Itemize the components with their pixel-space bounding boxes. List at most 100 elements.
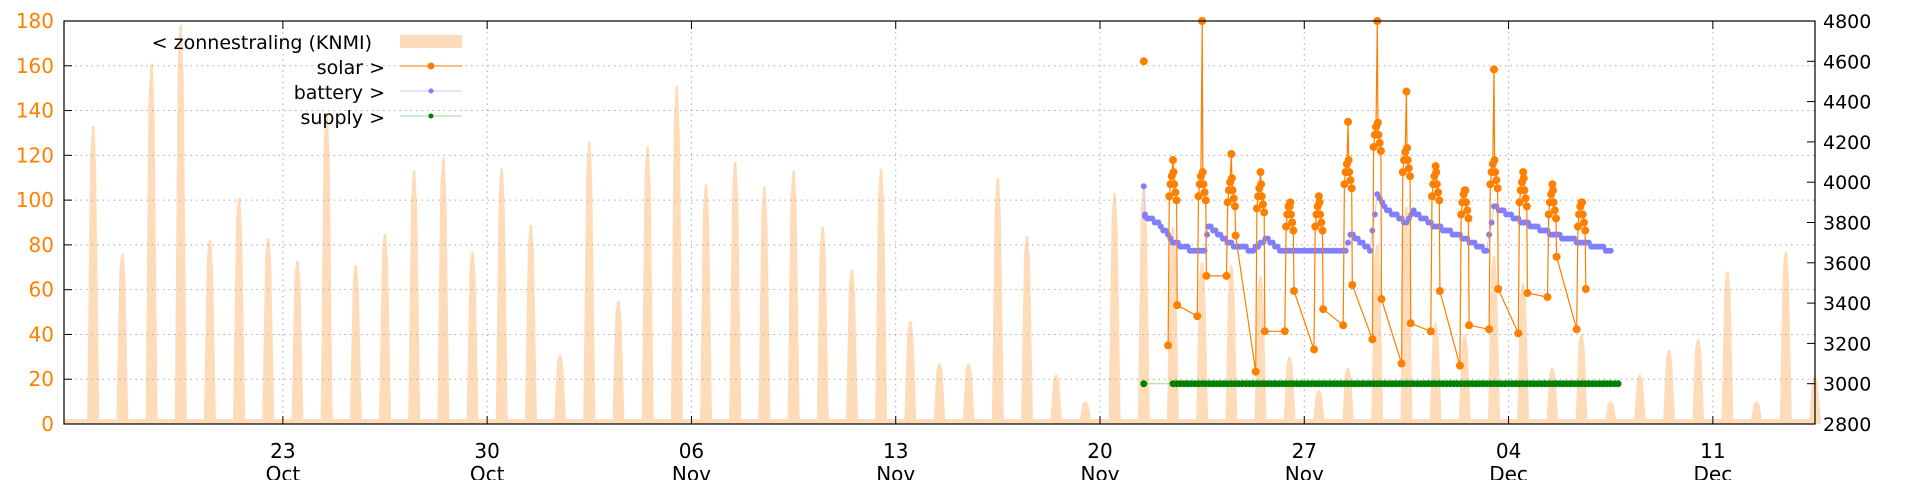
- solar-point: [1193, 312, 1202, 321]
- sunshine-baseline: [64, 419, 1815, 424]
- solar-point: [1514, 329, 1523, 338]
- sunshine-day-peak: [991, 177, 1004, 424]
- solar-point: [1515, 198, 1524, 207]
- sunshine-day-peak: [291, 260, 304, 424]
- sunshine-day-peak: [1692, 338, 1705, 424]
- solar-point: [1369, 142, 1378, 151]
- solar-point: [1457, 210, 1466, 219]
- solar-point: [1223, 198, 1232, 207]
- sunshine-day-peak: [1750, 401, 1763, 424]
- y-right-tick-label: 4400: [1823, 92, 1871, 114]
- x-tick-label-month: Nov: [672, 462, 711, 480]
- solar-point: [1231, 231, 1240, 240]
- solar-point: [1397, 359, 1406, 368]
- sunshine-day-peak: [933, 363, 946, 424]
- x-tick-label-day: 30: [474, 439, 499, 463]
- solar-point: [1368, 335, 1377, 344]
- solar-point: [1164, 341, 1173, 350]
- solar-point: [1404, 164, 1413, 173]
- sunshine-day-peak: [437, 157, 450, 424]
- x-tick-label-day: 11: [1700, 439, 1725, 463]
- y-left-tick-label: 60: [29, 278, 54, 302]
- battery-point: [1486, 231, 1493, 238]
- sunshine-day-peak: [1779, 251, 1792, 424]
- solar-point: [1340, 180, 1349, 189]
- solar-point: [1202, 271, 1211, 280]
- solar-point: [1228, 186, 1237, 195]
- solar-point: [1339, 321, 1348, 330]
- solar-point: [1289, 287, 1298, 296]
- sunshine-day-peak: [904, 321, 917, 424]
- battery-point: [1140, 183, 1147, 190]
- solar-point: [1170, 180, 1179, 189]
- solar-point: [1227, 174, 1236, 183]
- legend-label-battery: battery >: [294, 82, 385, 104]
- legend-label-zonnestraling: < zonnestraling (KNMI): [152, 32, 372, 54]
- solar-point: [1434, 188, 1443, 197]
- solar-point: [1344, 156, 1353, 165]
- sunshine-day-peak: [1283, 356, 1296, 424]
- solar-point: [1522, 202, 1531, 211]
- solar-point: [1288, 218, 1297, 227]
- sunshine-day-peak: [378, 233, 392, 424]
- legend-marker-supply: [428, 113, 434, 119]
- solar-point: [1578, 210, 1587, 219]
- solar-point: [1462, 198, 1471, 207]
- y-left-tick-label: 120: [16, 143, 54, 167]
- solar-point: [1403, 156, 1412, 165]
- solar-point: [1376, 146, 1385, 155]
- solar-point: [1315, 198, 1324, 207]
- solar-point: [1198, 168, 1207, 177]
- sunshine-day-peak: [203, 240, 216, 424]
- solar-point: [1461, 186, 1470, 195]
- sunshine-day-peak: [612, 300, 625, 424]
- solar-point: [1490, 156, 1499, 165]
- solar-point: [1230, 202, 1239, 211]
- y-right-tick-label: 2800: [1823, 414, 1871, 436]
- solar-point: [1491, 168, 1500, 177]
- sunshine-day-peak: [116, 253, 129, 424]
- battery-point: [1204, 231, 1211, 238]
- sunshine-day-peak: [1663, 350, 1676, 424]
- legend-label-solar: solar >: [317, 57, 385, 79]
- sunshine-day-peak: [1575, 334, 1588, 424]
- solar-point: [1251, 367, 1260, 376]
- x-tick-label-day: 27: [1292, 439, 1317, 463]
- solar-point: [1427, 192, 1436, 201]
- solar-point: [1200, 188, 1209, 197]
- sunshine-day-peak: [524, 224, 537, 424]
- solar-point: [1432, 168, 1441, 177]
- battery-point: [1366, 247, 1373, 254]
- sunshine-day-peak: [641, 146, 654, 424]
- solar-point: [1199, 180, 1208, 189]
- solar-point: [1310, 345, 1319, 354]
- y-right-tick-label: 4200: [1823, 132, 1871, 154]
- y-left-tick-label: 180: [16, 9, 54, 33]
- solar-point: [1523, 289, 1532, 298]
- solar-point: [1548, 186, 1557, 195]
- solar-point: [1194, 192, 1203, 201]
- sunshine-day-peak: [962, 363, 975, 424]
- sunshine-day-peak: [1021, 235, 1034, 424]
- sunshine-day-peak: [816, 227, 829, 424]
- solar-point: [1486, 180, 1495, 189]
- sunshine-day-peak: [1050, 374, 1063, 424]
- x-tick-label-day: 06: [679, 439, 704, 463]
- solar-point: [1286, 198, 1295, 207]
- sunshine-day-peak: [583, 141, 596, 424]
- sunshine-day-peak: [1079, 401, 1092, 424]
- solar-point: [1258, 200, 1267, 209]
- solar-point: [1550, 206, 1559, 215]
- supply-point: [1140, 380, 1148, 388]
- solar-point: [1227, 149, 1236, 158]
- solar-point: [1489, 65, 1498, 74]
- sunshine-day-peak: [670, 85, 683, 425]
- y-left-tick-label: 160: [16, 54, 54, 78]
- solar-point: [1552, 252, 1561, 261]
- solar-point: [1282, 222, 1291, 231]
- x-tick-label-day: 20: [1087, 439, 1112, 463]
- sunshine-day-peak: [1633, 374, 1646, 424]
- solar-point: [1319, 305, 1328, 314]
- sunshine-day-peak: [495, 168, 508, 424]
